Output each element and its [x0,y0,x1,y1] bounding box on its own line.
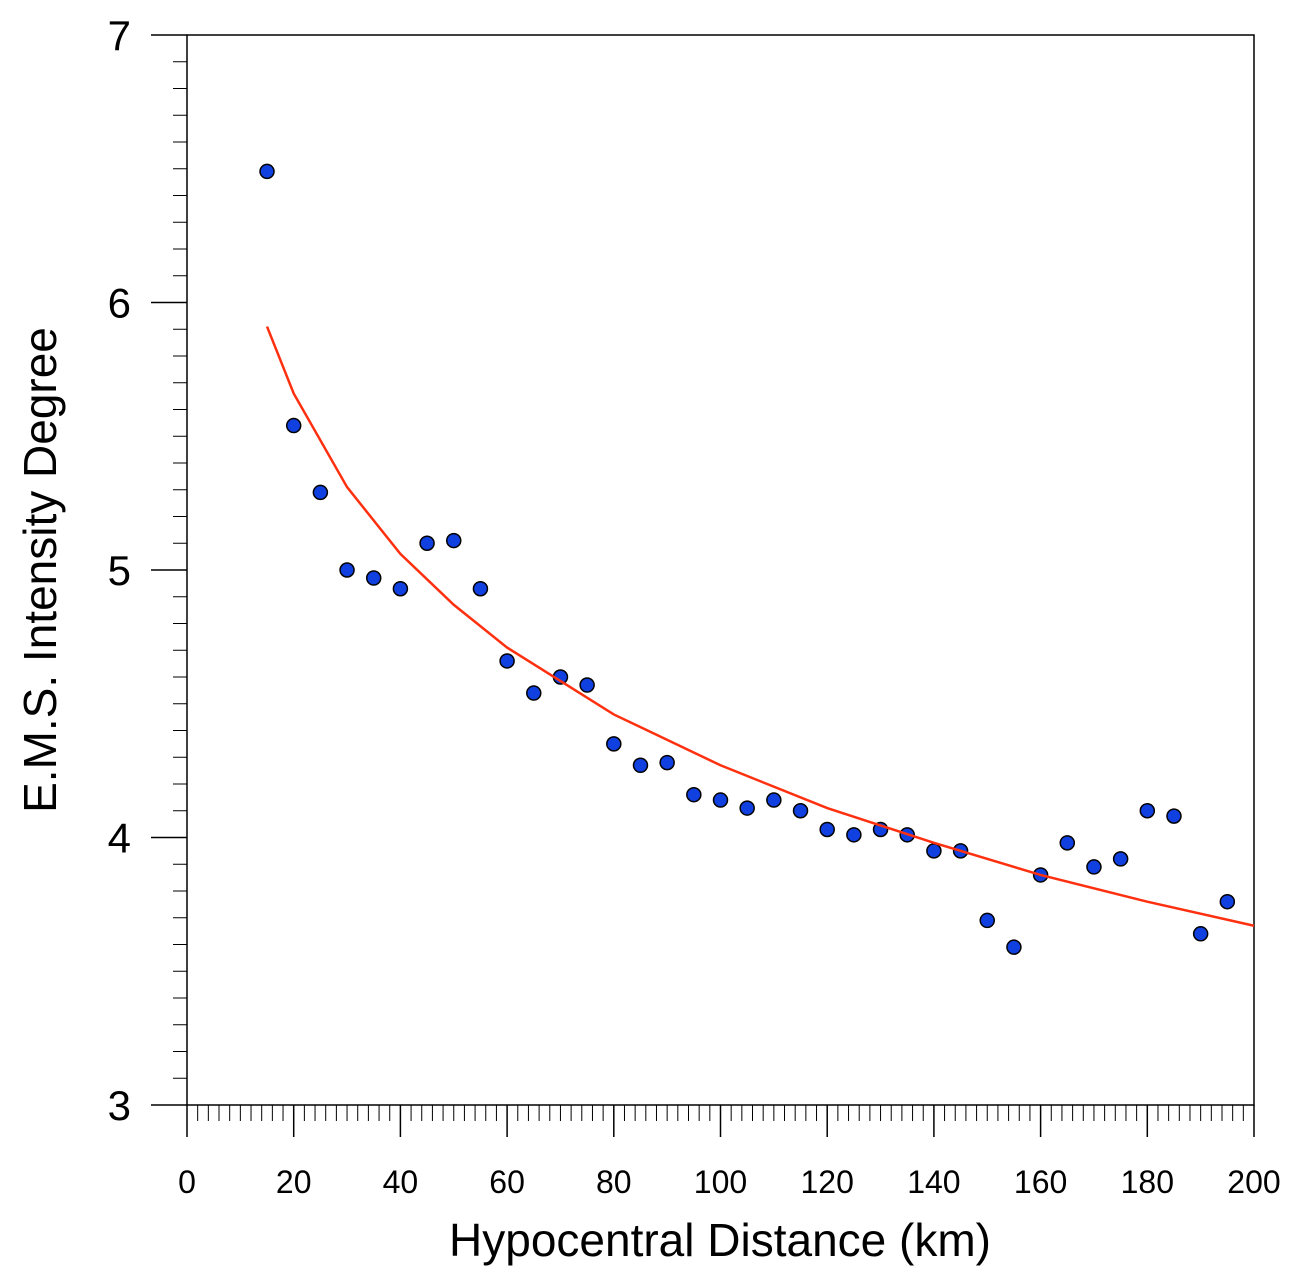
x-tick-label: 20 [276,1164,312,1200]
x-tick-label: 40 [383,1164,419,1200]
data-point [1086,859,1102,875]
data-point [686,786,702,803]
x-tick-label: 120 [801,1164,854,1200]
data-point [259,163,275,180]
x-tick-label: 80 [596,1164,632,1200]
data-point [472,580,489,597]
x-tick-label: 140 [907,1164,960,1200]
data-point [926,843,942,859]
data-point [1166,808,1182,824]
data-point [1192,926,1209,942]
data-point [499,653,515,669]
data-point [1059,835,1076,851]
y-axis-title: E.M.S. Intensity Degree [14,327,66,813]
y-tick-label: 5 [108,547,131,594]
x-tick-label: 100 [694,1164,747,1200]
x-axis-title: Hypocentral Distance (km) [449,1214,991,1266]
data-point [739,800,755,816]
y-tick-label: 6 [108,280,131,327]
data-point [419,535,435,551]
x-tick-label: 60 [489,1164,525,1200]
x-tick-label: 200 [1227,1164,1280,1200]
y-tick-label: 3 [108,1082,131,1129]
y-tick-label: 7 [108,12,131,59]
data-point [979,912,995,929]
data-point [712,792,729,808]
y-tick-label: 4 [108,815,131,862]
data-point [1219,893,1236,910]
x-tick-label: 160 [1014,1164,1067,1200]
x-tick-label: 180 [1121,1164,1174,1200]
data-point [846,827,862,843]
data-point [659,754,675,771]
data-point [632,757,649,774]
data-point [1112,851,1129,867]
data-point [526,685,542,701]
data-point [1139,803,1156,819]
data-point [792,803,809,819]
data-point [819,821,835,838]
data-point [392,580,409,597]
data-point [766,792,782,808]
data-point [312,484,329,501]
x-tick-label: 0 [178,1164,196,1200]
data-point [339,562,355,578]
fit-curve [265,326,1255,927]
data-point [285,417,302,434]
data-point [446,532,462,549]
data-point [1006,939,1022,955]
data-point [606,736,622,752]
data-point [579,677,595,693]
data-point [365,570,382,586]
